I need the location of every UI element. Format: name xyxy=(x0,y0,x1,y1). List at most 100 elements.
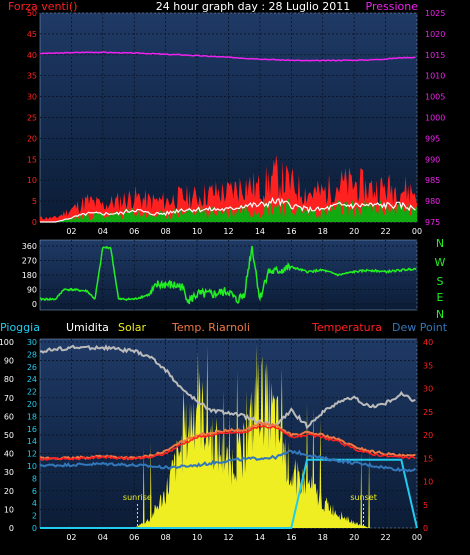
humidity-tick-label: 40 xyxy=(4,450,14,459)
time-tick-label: 06 xyxy=(129,227,139,236)
compass-label: N xyxy=(436,237,444,250)
humidity-tick-label: 90 xyxy=(4,357,14,366)
time-tick-label: 22 xyxy=(380,227,390,236)
temp-tick-label: 30 xyxy=(423,385,433,394)
pressure-line xyxy=(40,51,416,62)
rain-tick-label: 10 xyxy=(27,462,37,471)
humidity-tick-label: 100 xyxy=(0,338,14,347)
pressure-tick-label: 1020 xyxy=(425,30,445,39)
wind-tick-label: 40 xyxy=(27,51,37,60)
rain-tick-label: 18 xyxy=(27,412,37,421)
humidity-tick-label: 60 xyxy=(4,412,14,421)
pressure-tick-label: 990 xyxy=(425,155,440,164)
temperature-line xyxy=(39,424,416,461)
time-tick-label: 16 xyxy=(286,533,296,542)
humidity-line xyxy=(39,344,416,430)
rain-tick-label: 30 xyxy=(27,338,37,347)
pressure-tick-label: 1010 xyxy=(425,72,445,81)
direction-tick-label: 270 xyxy=(22,257,37,266)
dew-point-line xyxy=(39,449,417,473)
sun-annotations: sunrise sunset xyxy=(123,493,377,528)
pressure-tick-label: 980 xyxy=(425,197,440,206)
wind-tick-label: 30 xyxy=(27,93,37,102)
humidity-tick-label: 0 xyxy=(9,524,14,533)
humidity-tick-label: 50 xyxy=(4,431,14,440)
direction-line xyxy=(39,245,417,305)
wind-tick-label: 50 xyxy=(27,9,37,18)
wind-time-ticks: 02 04 06 08 10 12 14 16 18 20 22 00 xyxy=(66,227,422,236)
humidity-tick-label: 70 xyxy=(4,394,14,403)
temp-tick-label: 35 xyxy=(423,361,433,370)
temp-tick-label: 25 xyxy=(423,408,433,417)
rain-tick-label: 12 xyxy=(27,450,37,459)
wind-tick-label: 5 xyxy=(32,197,37,206)
chart-title: 24 hour graph day : 28 Luglio 2011 xyxy=(156,0,351,13)
wind-pressure-grid xyxy=(40,12,418,223)
legend-item: Pioggia xyxy=(0,321,40,334)
temp-tick-label: 40 xyxy=(423,338,433,347)
time-tick-label: 06 xyxy=(129,533,139,542)
time-tick-label: 02 xyxy=(66,227,76,236)
time-tick-label: 10 xyxy=(192,227,202,236)
solar-area xyxy=(40,345,417,528)
rain-line xyxy=(40,458,418,529)
wind-average-line xyxy=(40,196,416,223)
compass-label: W xyxy=(435,256,446,269)
pressure-tick-label: 1015 xyxy=(425,51,445,60)
temp-tick-label: 5 xyxy=(423,501,428,510)
wind-pressure-series xyxy=(40,51,417,223)
legend-item: Temp. Riarnoli xyxy=(171,321,250,334)
temp-tick-label: 20 xyxy=(423,431,433,440)
legend-item: Dew Point xyxy=(392,321,448,334)
compass-label: E xyxy=(437,291,444,304)
rain-tick-label: 24 xyxy=(27,375,37,384)
wind-tick-label: 0 xyxy=(32,218,37,227)
wind-tick-label: 25 xyxy=(27,114,37,123)
legend-item: Solar xyxy=(118,321,147,334)
direction-tick-label: 180 xyxy=(22,271,37,280)
annotation-label: sunrise xyxy=(123,493,152,502)
rain-tick-label: 26 xyxy=(27,363,37,372)
time-tick-label: 18 xyxy=(318,533,328,542)
direction-axis-ticks: 360 270 180 90 0 xyxy=(22,242,37,309)
rain-tick-label: 14 xyxy=(27,437,37,446)
time-tick-label: 08 xyxy=(161,227,171,236)
time-tick-label: 16 xyxy=(286,227,296,236)
rain-tick-label: 2 xyxy=(32,512,37,521)
rain-temp-series xyxy=(39,344,418,529)
pressure-tick-label: 1005 xyxy=(425,93,445,102)
rain-tick-label: 0 xyxy=(32,524,37,533)
rain-tick-label: 28 xyxy=(27,350,37,359)
rain-tick-label: 16 xyxy=(27,425,37,434)
rain-tick-label: 8 xyxy=(32,474,37,483)
time-tick-label: 00 xyxy=(412,227,422,236)
wind-tick-label: 15 xyxy=(27,155,37,164)
pressure-axis-ticks: 1025 1020 1015 1010 1005 1000 995 990 985 980 975 xyxy=(425,9,445,227)
wind-tick-label: 10 xyxy=(27,176,37,185)
humidity-tick-label: 30 xyxy=(4,468,14,477)
time-tick-label: 20 xyxy=(349,227,359,236)
pressure-tick-label: 1000 xyxy=(425,114,445,123)
rain-tick-label: 22 xyxy=(27,388,37,397)
time-tick-label: 04 xyxy=(98,227,108,236)
gust-area xyxy=(40,154,417,222)
direction-tick-label: 0 xyxy=(32,300,37,309)
pressure-tick-label: 975 xyxy=(425,218,440,227)
compass-label: N xyxy=(436,308,444,321)
rain-temp-axis-ticks: 1009080706050403020100302826242220181614… xyxy=(0,338,433,533)
wind-tick-label: 35 xyxy=(27,72,37,81)
rain-temp-legend: Pioggia Umidita Solar Temp. Riarnoli Tempera… xyxy=(0,321,448,334)
time-tick-label: 18 xyxy=(318,227,328,236)
time-tick-label: 12 xyxy=(223,533,233,542)
time-tick-label: 14 xyxy=(255,227,265,236)
humidity-tick-label: 80 xyxy=(4,375,14,384)
time-tick-label: 00 xyxy=(412,533,422,542)
time-tick-label: 14 xyxy=(255,533,265,542)
rain-tick-label: 4 xyxy=(32,499,37,508)
wind-tick-label: 45 xyxy=(27,30,37,39)
time-tick-label: 08 xyxy=(161,533,171,542)
direction-series xyxy=(39,245,417,305)
wind-tick-label: 20 xyxy=(27,134,37,143)
